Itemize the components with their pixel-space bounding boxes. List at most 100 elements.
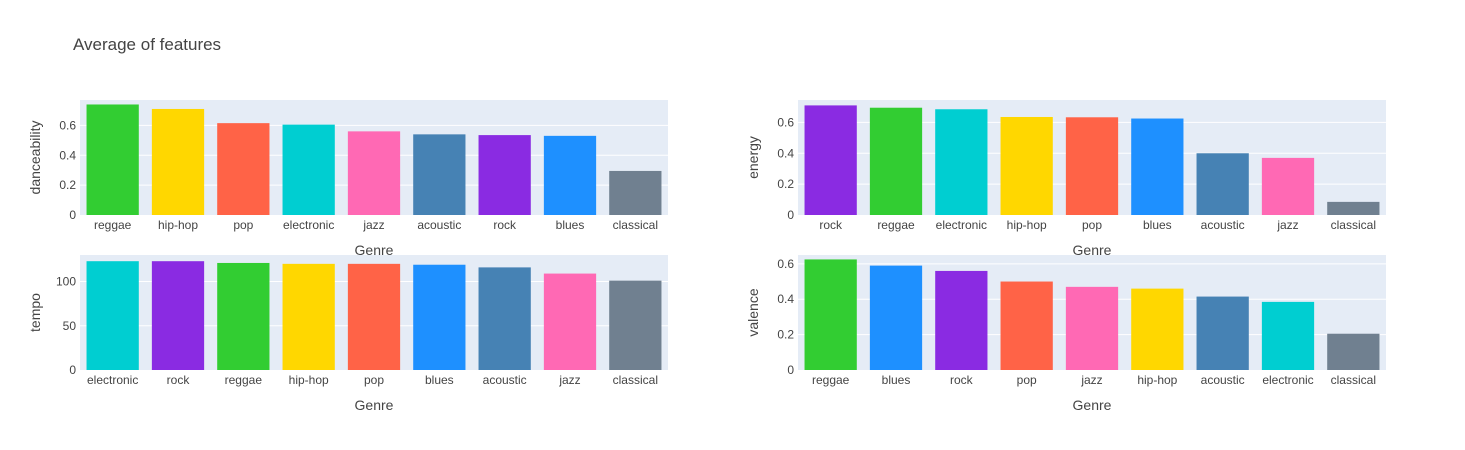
y-tick-label: 0 xyxy=(787,208,794,222)
x-tick-label: classical xyxy=(613,373,658,387)
y-axis-title: tempo xyxy=(27,293,43,332)
x-tick-label: pop xyxy=(1082,218,1102,232)
x-tick-label: reggae xyxy=(877,218,915,232)
bar-pop xyxy=(1065,117,1119,215)
x-tick-label: rock xyxy=(167,373,191,387)
x-tick-label: electronic xyxy=(936,218,987,232)
subplot-1: 0 0.2 0.4 0.6 reggae hip-hop pop electronic jazz… xyxy=(27,100,668,258)
bar-reggae xyxy=(86,104,139,215)
y-tick-label: 0 xyxy=(787,363,794,377)
bar-reggae xyxy=(217,262,270,370)
x-tick-label: rock xyxy=(493,218,517,232)
bar-hip-hop xyxy=(1000,116,1053,215)
bar-pop xyxy=(1000,281,1053,370)
y-tick-label: 0.2 xyxy=(777,328,794,342)
bar-electronic xyxy=(1261,301,1315,370)
bar-rock xyxy=(804,105,857,215)
bar-hip-hop xyxy=(1131,288,1184,370)
subplot-3: 0 50 100 electronic rock reggae hip-hop pop blue… xyxy=(27,255,668,413)
y-tick-label: 0.6 xyxy=(777,257,794,271)
x-tick-label: acoustic xyxy=(1201,218,1245,232)
x-tick-label: classical xyxy=(613,218,658,232)
bar-electronic xyxy=(282,124,335,215)
bar-hip-hop xyxy=(151,108,205,215)
bar-reggae xyxy=(869,107,923,215)
bar-pop xyxy=(347,263,401,370)
bar-blues xyxy=(1131,118,1184,215)
bar-electronic xyxy=(86,261,139,370)
x-tick-label: reggae xyxy=(94,218,132,232)
bar-blues xyxy=(869,265,923,370)
y-tick-label: 0.2 xyxy=(59,178,76,192)
bar-reggae xyxy=(804,259,857,370)
bar-acoustic xyxy=(1196,296,1249,370)
bar-acoustic xyxy=(1196,153,1249,215)
x-tick-label: hip-hop xyxy=(1007,218,1047,232)
bar-pop xyxy=(217,123,270,215)
x-tick-label: reggae xyxy=(812,373,850,387)
y-tick-label: 0.2 xyxy=(777,177,794,191)
y-axis-title: danceability xyxy=(27,121,43,195)
x-tick-label: hip-hop xyxy=(1137,373,1177,387)
y-axis-title: valence xyxy=(745,288,761,336)
y-axis-title: energy xyxy=(745,136,761,179)
bar-classical xyxy=(1327,201,1380,215)
x-tick-label: rock xyxy=(819,218,843,232)
x-tick-label: hip-hop xyxy=(158,218,198,232)
x-tick-label: acoustic xyxy=(1201,373,1245,387)
bar-blues xyxy=(413,264,466,370)
bar-acoustic xyxy=(478,267,531,370)
subplot-grid: 0 0.2 0.4 0.6 reggae hip-hop pop electronic jazz… xyxy=(27,100,1386,413)
x-tick-label: jazz xyxy=(1276,218,1298,232)
x-tick-label: hip-hop xyxy=(289,373,329,387)
y-tick-label: 0 xyxy=(69,208,76,222)
x-tick-label: reggae xyxy=(225,373,263,387)
bar-classical xyxy=(609,170,662,215)
bar-acoustic xyxy=(413,134,466,215)
x-tick-label: classical xyxy=(1331,373,1376,387)
y-tick-label: 0.4 xyxy=(777,146,794,160)
x-tick-label: acoustic xyxy=(483,373,527,387)
bar-classical xyxy=(609,280,662,370)
x-tick-label: blues xyxy=(556,218,585,232)
y-tick-label: 100 xyxy=(56,275,76,289)
x-tick-label: electronic xyxy=(283,218,334,232)
bar-blues xyxy=(543,135,597,215)
y-tick-label: 0.6 xyxy=(59,118,76,132)
x-tick-label: jazz xyxy=(362,218,384,232)
y-tick-label: 50 xyxy=(63,319,77,333)
x-tick-label: pop xyxy=(1017,373,1037,387)
y-tick-label: 0.6 xyxy=(777,115,794,129)
figure-title: Average of features xyxy=(73,35,221,54)
subplot-2: 0 0.2 0.4 0.6 rock reggae electronic hip-hop pop… xyxy=(745,100,1386,258)
x-tick-label: acoustic xyxy=(417,218,461,232)
x-tick-label: jazz xyxy=(1080,373,1102,387)
y-tick-label: 0.4 xyxy=(59,148,76,162)
x-tick-label: classical xyxy=(1331,218,1376,232)
bar-electronic xyxy=(935,109,988,215)
x-tick-label: blues xyxy=(425,373,454,387)
bar-rock xyxy=(478,135,531,215)
subplot-4: 0 0.2 0.4 0.6 reggae blues rock pop jazz hip-hop a… xyxy=(745,255,1386,413)
x-tick-label: rock xyxy=(950,373,974,387)
y-tick-label: 0.4 xyxy=(777,292,794,306)
x-tick-label: blues xyxy=(882,373,911,387)
bar-rock xyxy=(151,261,205,370)
x-tick-label: pop xyxy=(233,218,253,232)
x-tick-label: jazz xyxy=(558,373,580,387)
x-tick-label: electronic xyxy=(87,373,138,387)
x-tick-label: electronic xyxy=(1262,373,1313,387)
bar-jazz xyxy=(543,273,597,370)
bar-rock xyxy=(935,270,988,370)
x-axis-title: Genre xyxy=(355,397,394,413)
x-tick-label: pop xyxy=(364,373,384,387)
bar-jazz xyxy=(1065,286,1119,370)
x-axis-title: Genre xyxy=(1073,242,1112,258)
x-axis-title: Genre xyxy=(355,242,394,258)
y-tick-label: 0 xyxy=(69,363,76,377)
x-tick-label: blues xyxy=(1143,218,1172,232)
bar-jazz xyxy=(347,131,401,215)
bar-jazz xyxy=(1261,157,1315,215)
